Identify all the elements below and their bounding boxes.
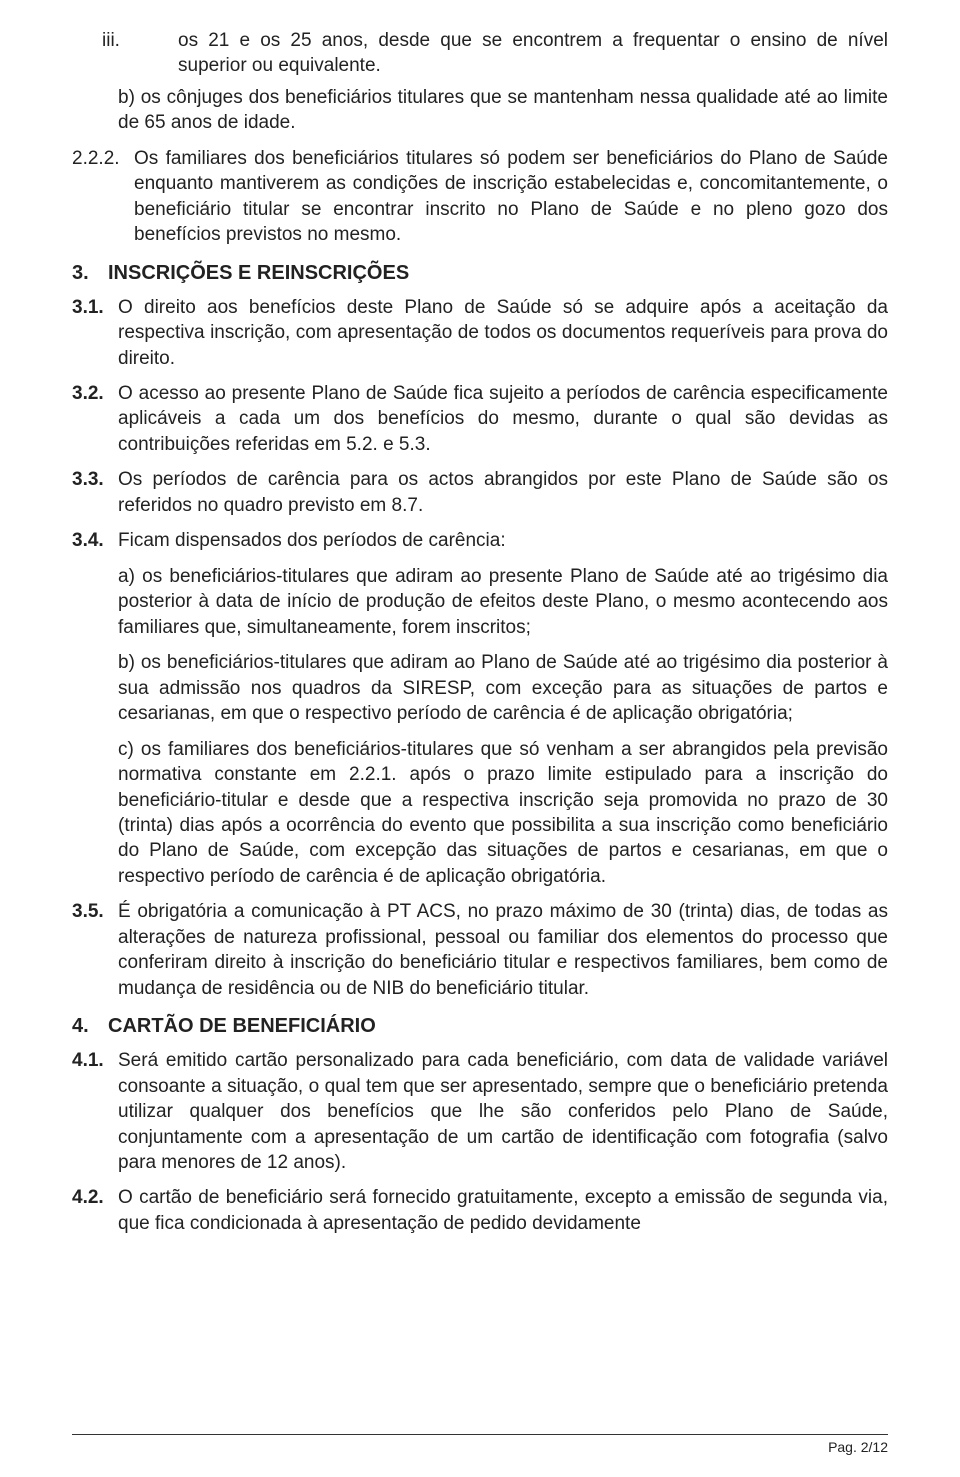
clause-4-2: 4.2. O cartão de beneficiário será forne…	[72, 1185, 888, 1236]
clause-3-4-b: b) os beneficiários-titulares que adiram…	[118, 650, 888, 726]
clause-number: 3.2.	[72, 381, 118, 407]
section-title: INSCRIÇÕES E REINSCRIÇÕES	[108, 262, 409, 285]
clause-text: O acesso ao presente Plano de Saúde fica…	[118, 381, 888, 457]
list-text: os 21 e os 25 anos, desde que se encontr…	[178, 28, 888, 79]
clause-number: 3.3.	[72, 467, 118, 493]
clause-number: 4.1.	[72, 1048, 118, 1074]
section-title: CARTÃO DE BENEFICIÁRIO	[108, 1015, 376, 1038]
list-marker: iii.	[72, 28, 178, 79]
section-number: 3.	[72, 262, 98, 285]
clause-2-2-2: 2.2.2. Os familiares dos beneficiários t…	[72, 146, 888, 248]
clause-b: b) os cônjuges dos beneficiários titular…	[118, 85, 888, 136]
section-3-heading: 3. INSCRIÇÕES E REINSCRIÇÕES	[72, 262, 888, 285]
clause-text: Os períodos de carência para os actos ab…	[118, 467, 888, 518]
clause-number: 2.2.2.	[72, 146, 134, 172]
clause-number: 4.2.	[72, 1185, 118, 1211]
section-4-heading: 4. CARTÃO DE BENEFICIÁRIO	[72, 1015, 888, 1038]
list-item-iii: iii. os 21 e os 25 anos, desde que se en…	[72, 28, 888, 79]
clause-text: É obrigatória a comunicação à PT ACS, no…	[118, 899, 888, 1001]
document-page: iii. os 21 e os 25 anos, desde que se en…	[0, 0, 960, 1477]
clause-3-4-a: a) os beneficiários-titulares que adiram…	[118, 564, 888, 640]
clause-3-5: 3.5. É obrigatória a comunicação à PT AC…	[72, 899, 888, 1001]
clause-number: 3.1.	[72, 295, 118, 321]
clause-number: 3.5.	[72, 899, 118, 925]
clause-3-4-c: c) os familiares dos beneficiários-titul…	[118, 737, 888, 890]
clause-text: Será emitido cartão personalizado para c…	[118, 1048, 888, 1175]
clause-text: Os familiares dos beneficiários titulare…	[134, 146, 888, 248]
clause-3-4: 3.4. Ficam dispensados dos períodos de c…	[72, 528, 888, 554]
clause-3-3: 3.3. Os períodos de carência para os act…	[72, 467, 888, 518]
clause-number: 3.4.	[72, 528, 118, 554]
section-number: 4.	[72, 1015, 98, 1038]
clause-text: O direito aos benefícios deste Plano de …	[118, 295, 888, 371]
clause-3-1: 3.1. O direito aos benefícios deste Plan…	[72, 295, 888, 371]
clause-3-2: 3.2. O acesso ao presente Plano de Saúde…	[72, 381, 888, 457]
clause-text: O cartão de beneficiário será fornecido …	[118, 1185, 888, 1236]
page-number: Pag. 2/12	[828, 1439, 888, 1455]
page-footer: Pag. 2/12	[72, 1434, 888, 1455]
clause-4-1: 4.1. Será emitido cartão personalizado p…	[72, 1048, 888, 1175]
clause-text: Ficam dispensados dos períodos de carênc…	[118, 530, 506, 551]
